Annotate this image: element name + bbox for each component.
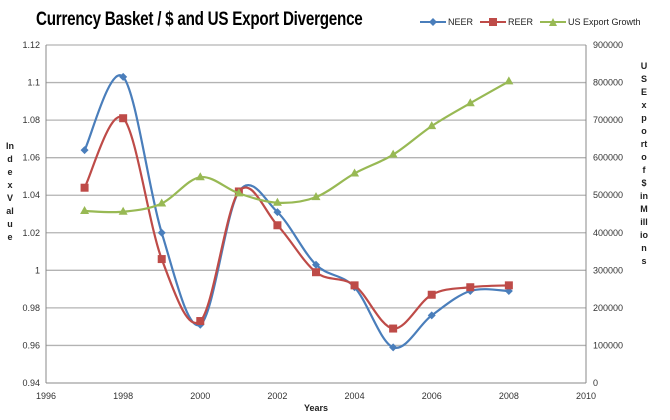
legend-label-neer: NEER [448,17,474,27]
data-point-reer [312,268,320,277]
x-tick-label: 2000 [190,391,210,401]
data-point-neer [273,208,282,217]
x-tick-label: 2006 [422,391,442,401]
data-point-neer [119,72,128,81]
y2-tick-label: 200000 [593,303,623,313]
x-tick-label: 1996 [36,391,56,401]
data-point-neer [427,311,436,320]
data-point-us-export-growth [272,197,282,206]
legend-reer-swatch [480,18,507,26]
y-axis-title: Index Value [6,141,14,242]
data-point-neer [312,260,320,269]
data-point-reer [427,290,436,299]
x-tick-label: 2010 [576,391,596,401]
y2-tick-label: 900000 [593,40,623,50]
legend-item-reer: REER [480,17,533,27]
y2-axis-title: US Export of $ in Millions [640,61,648,266]
y2-tick-label: 0 [593,378,598,388]
series-line-reer [83,115,509,330]
legend-item-neer: NEER [420,17,473,27]
data-point-reer [157,255,166,264]
legend-neer-swatch [420,18,446,26]
legend-label-export: US Export Growth [568,17,641,27]
legend: NEER REER US Export Growth [420,17,641,27]
data-point-us-export-growth [118,206,128,215]
x-axis-title: Years [304,403,328,413]
y2-tick-label: 100000 [593,340,623,350]
x-tick-label: 2002 [267,391,287,401]
y2-tick-label: 300000 [593,265,623,275]
legend-export-swatch [540,18,567,26]
data-point-us-export-growth [195,172,205,181]
data-point-reer [389,324,398,333]
data-point-reer [80,183,89,192]
data-point-us-export-growth [350,168,360,177]
data-point-us-export-growth [80,205,90,214]
y-tick-label: 0.94 [22,378,40,388]
chart-title: Currency Basket / $ and US Export Diverg… [36,9,363,30]
data-point-reer [273,221,282,230]
data-point-us-export-growth [311,192,321,201]
series-line-us-export-growth [84,80,510,214]
data-point-reer [350,281,359,290]
y-tick-label: 1 [35,265,40,275]
data-point-us-export-growth [234,188,244,197]
y2-tick-label: 600000 [593,153,623,163]
y2-tick-label: 400000 [593,228,623,238]
data-point-us-export-growth [427,121,437,130]
data-point-neer [80,146,89,155]
y-tick-label: 1.02 [22,228,40,238]
data-point-us-export-growth [504,76,514,85]
y-tick-label: 1.12 [22,40,40,50]
data-point-neer [157,228,166,237]
x-tick-label: 2004 [345,391,365,401]
y-tick-label: 0.96 [22,340,40,350]
legend-label-reer: REER [508,17,534,27]
y-tick-label: 1.04 [22,190,40,200]
data-point-reer [466,283,475,292]
y-tick-label: 0.98 [22,303,40,313]
data-point-reer [504,281,513,290]
y2-tick-label: 800000 [593,78,623,88]
data-point-us-export-growth [388,149,398,158]
data-point-us-export-growth [157,198,167,207]
data-point-us-export-growth [465,98,475,107]
x-tick-label: 2008 [499,391,519,401]
data-point-reer [119,114,128,123]
y-tick-label: 1.1 [27,78,40,88]
data-point-neer [389,343,398,352]
x-tick-label: 1998 [113,391,133,401]
series-line-neer [83,74,509,349]
y2-tick-label: 500000 [593,190,623,200]
data-point-reer [196,317,205,326]
legend-item-export: US Export Growth [540,17,641,27]
y2-tick-label: 700000 [593,115,623,125]
y-tick-label: 1.06 [22,153,40,163]
y-tick-label: 1.08 [22,115,40,125]
